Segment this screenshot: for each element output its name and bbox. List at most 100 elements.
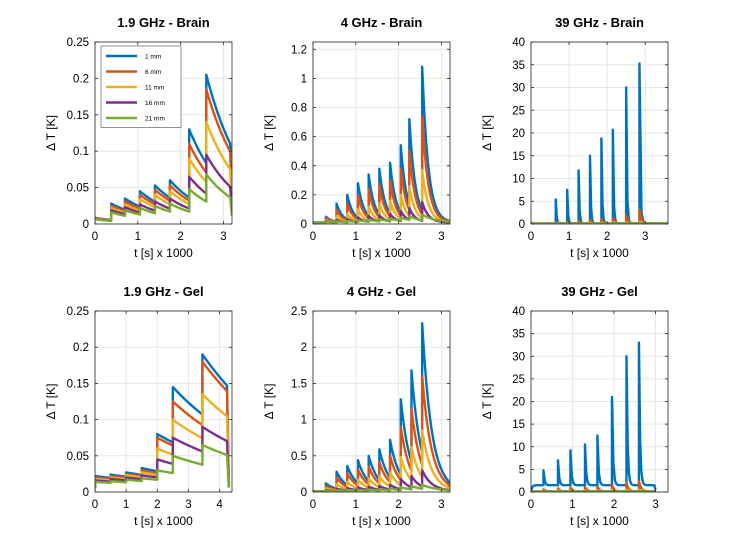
y-tick-label: 15	[512, 419, 525, 431]
x-tick-label: 3	[652, 499, 658, 511]
y-tick-label: 1	[301, 415, 307, 427]
subplot-title: 39 GHz - Brain	[555, 15, 644, 30]
y-tick-label: 40	[512, 37, 525, 49]
y-tick-label: 5	[519, 464, 525, 476]
y-tick-label: 0	[83, 487, 89, 499]
y-tick-label: 30	[512, 351, 525, 363]
legend: 1 mm 6 mm 11 mm 16 mm 21 mm	[100, 45, 182, 128]
x-tick-label: 0	[528, 499, 534, 511]
y-tick-label: 5	[519, 196, 525, 208]
series-line	[95, 360, 231, 489]
y-axis-label: Δ T [K]	[262, 115, 276, 151]
subplot-title: 39 GHz - Gel	[561, 284, 638, 299]
y-tick-label: 25	[512, 374, 525, 386]
x-tick-label: 0	[528, 231, 534, 243]
y-tick-label: 25	[512, 105, 525, 117]
y-axis-label: Δ T [K]	[44, 115, 58, 151]
series-line	[95, 173, 232, 223]
y-axis-label: Δ T [K]	[44, 384, 58, 420]
y-tick-label: 0.2	[73, 73, 89, 85]
y-tick-label: 0.2	[291, 190, 307, 202]
series-line	[95, 425, 231, 489]
series-line	[313, 483, 450, 492]
x-axis-label: t [s] x 1000	[352, 246, 411, 260]
x-tick-label: 0	[310, 499, 316, 511]
subplot-title: 4 GHz - Gel	[347, 284, 416, 299]
x-tick-label: 0	[310, 231, 316, 243]
x-tick-label: 1	[353, 499, 359, 511]
x-tick-label: 0	[92, 499, 98, 511]
y-tick-label: 10	[512, 442, 525, 454]
y-tick-label: 0.8	[291, 103, 307, 115]
x-axis-label: t [s] x 1000	[134, 514, 193, 528]
subplot-title: 4 GHz - Brain	[341, 15, 423, 30]
y-tick-label: 0.4	[291, 161, 308, 173]
y-tick-label: 0.5	[291, 451, 307, 463]
y-tick-label: 20	[512, 397, 525, 409]
x-tick-label: 3	[185, 499, 191, 511]
subplot: 0 1 2 3 0 0.5 1 1.5 2 2.5 4 GHz - Gel t [s] x 1000 Δ…	[262, 284, 451, 528]
y-tick-label: 0	[301, 219, 307, 231]
y-tick-label: 0.25	[67, 306, 89, 318]
x-tick-label: 1	[353, 231, 359, 243]
axes-box	[312, 310, 451, 493]
axes-box	[312, 41, 451, 225]
x-tick-label: 3	[438, 499, 444, 511]
y-tick-label: 1.2	[291, 44, 307, 56]
subplot: 0 1 2 3 4 0 0.05 0.1 0.15 0.2 0.25 1.9 GHz - Gel t […	[44, 284, 233, 528]
y-tick-label: 0	[519, 219, 525, 231]
y-tick-label: 35	[512, 60, 525, 72]
x-tick-label: 3	[642, 231, 648, 243]
x-axis-label: t [s] x 1000	[570, 514, 629, 528]
y-tick-label: 0.15	[67, 378, 89, 390]
y-tick-label: 35	[512, 329, 525, 341]
y-tick-label: 2.5	[291, 306, 307, 318]
y-tick-label: 0.25	[67, 37, 89, 49]
y-tick-label: 0.05	[67, 183, 89, 195]
y-tick-label: 15	[512, 151, 525, 163]
y-axis-label: Δ T [K]	[480, 384, 494, 420]
x-axis-label: t [s] x 1000	[352, 514, 411, 528]
x-tick-label: 4	[216, 499, 223, 511]
y-tick-label: 20	[512, 128, 525, 140]
x-tick-label: 2	[154, 499, 160, 511]
y-axis-label: Δ T [K]	[480, 115, 494, 151]
y-tick-label: 0	[519, 487, 525, 499]
x-tick-label: 2	[177, 231, 183, 243]
series-line	[531, 341, 657, 492]
legend-entry: 16 mm	[145, 100, 165, 107]
y-tick-label: 0.05	[67, 451, 89, 463]
x-tick-label: 2	[395, 499, 401, 511]
y-tick-label: 2	[301, 342, 307, 354]
legend-entry: 6 mm	[145, 69, 161, 76]
y-tick-label: 0	[83, 219, 89, 231]
y-tick-label: 1.5	[291, 378, 307, 390]
series-line	[95, 393, 231, 489]
legend-entry: 21 mm	[145, 116, 165, 123]
series-line	[313, 213, 450, 224]
x-tick-label: 3	[438, 231, 444, 243]
x-tick-label: 3	[220, 231, 226, 243]
legend-entry: 11 mm	[145, 85, 164, 92]
x-tick-label: 2	[395, 231, 401, 243]
x-tick-label: 1	[123, 499, 129, 511]
x-tick-label: 1	[566, 231, 572, 243]
y-tick-label: 40	[512, 306, 525, 318]
y-tick-label: 0.6	[291, 132, 307, 144]
x-tick-label: 2	[604, 231, 610, 243]
series-line	[95, 443, 231, 489]
x-axis-label: t [s] x 1000	[134, 246, 193, 260]
subplot-title: 1.9 GHz - Brain	[117, 15, 210, 30]
y-tick-label: 10	[512, 174, 525, 186]
y-tick-label: 0.15	[67, 110, 89, 122]
x-tick-label: 0	[92, 231, 98, 243]
axes-box	[94, 310, 233, 493]
y-tick-label: 0.2	[73, 342, 89, 354]
subplot-title: 1.9 GHz - Gel	[123, 284, 203, 299]
y-tick-label: 1	[301, 73, 307, 85]
y-tick-label: 0.1	[73, 415, 89, 427]
series-line	[95, 353, 231, 489]
